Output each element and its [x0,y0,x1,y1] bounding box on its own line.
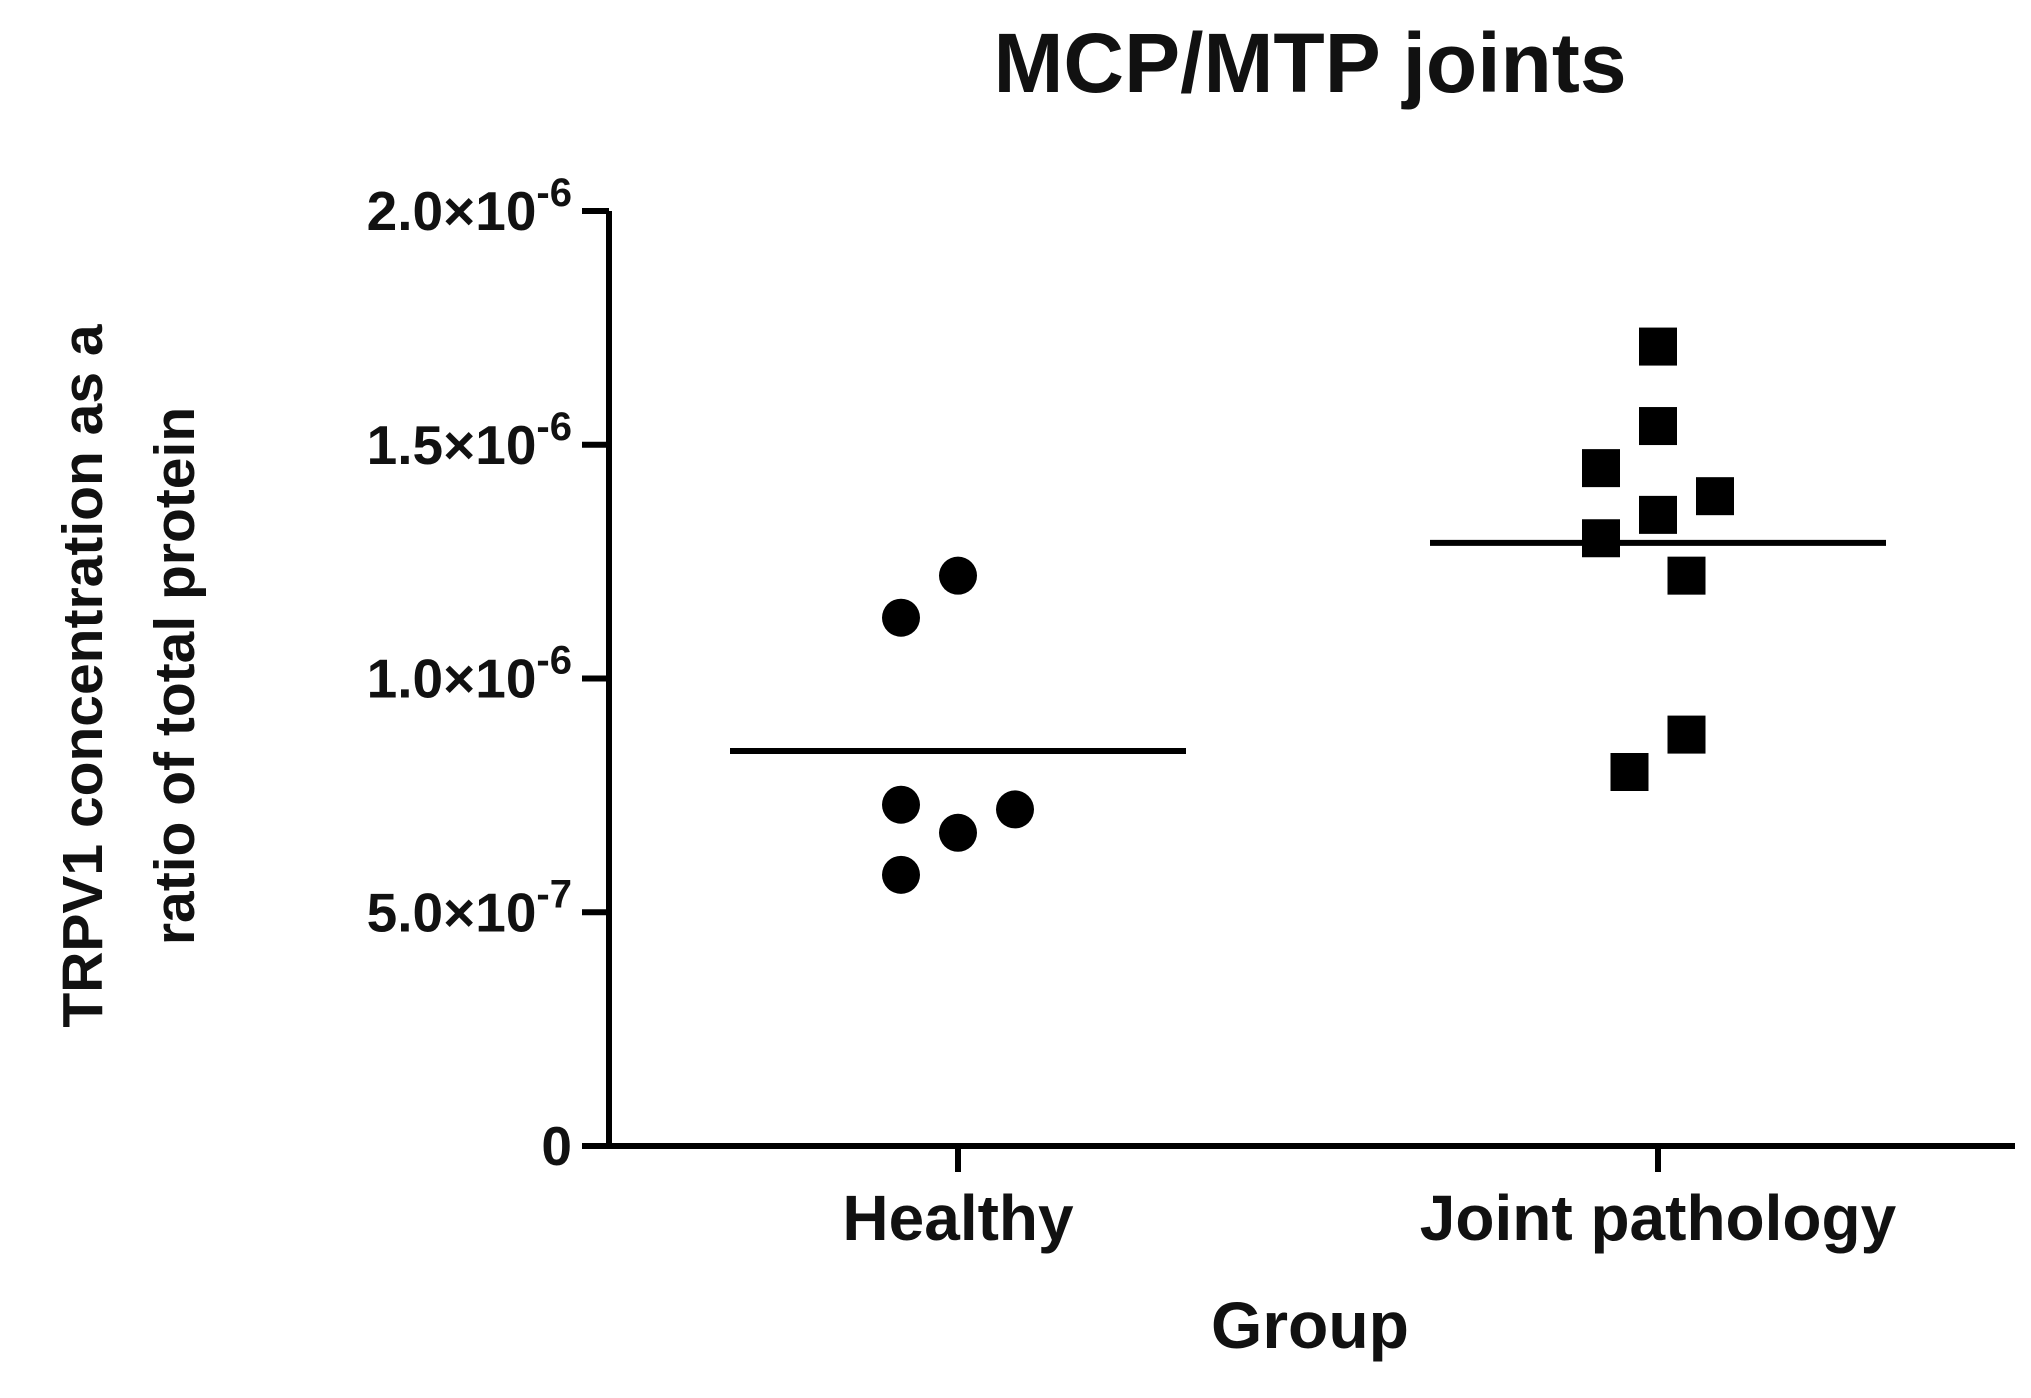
y-tick-label: 0 [541,1115,572,1177]
y-tick-label: 5.0×10-7 [367,872,572,943]
y-tick-label: 1.0×10-6 [367,639,572,710]
y-ticks: 0 5.0×10-7 1.0×10-6 1.5×10-6 2.0×10-6 [367,171,609,1177]
data-point-circle [882,855,920,894]
data-point-square [1667,715,1706,754]
data-point-circle [939,813,977,852]
data-point-circle [939,556,977,595]
data-point-square [1639,327,1677,366]
data-point-square [1582,519,1620,558]
data-point-square [1639,495,1677,534]
x-axis-label: Group [1211,1288,1409,1362]
y-tick-label: 1.5×10-6 [367,405,572,476]
data-points [882,327,1734,894]
y-axis-label-line-2: ratio of total protein [143,407,207,945]
data-point-circle [996,790,1034,829]
data-point-square [1582,449,1620,488]
y-axis-label-line-1: TRPV1 concentration as a [51,323,115,1028]
data-point-square [1696,477,1734,516]
data-point-square [1639,407,1677,446]
data-point-square [1667,556,1706,595]
x-tick-label: Healthy [842,1182,1074,1254]
x-ticks: Healthy Joint pathology [842,1146,1897,1254]
y-tick-label: 2.0×10-6 [367,171,572,242]
mean-lines [730,539,1886,754]
chart-title: MCP/MTP joints [993,16,1626,110]
data-point-circle [882,598,920,637]
data-point-circle [882,785,920,824]
data-point-square [1610,753,1649,791]
x-tick-label: Joint pathology [1420,1182,1897,1254]
